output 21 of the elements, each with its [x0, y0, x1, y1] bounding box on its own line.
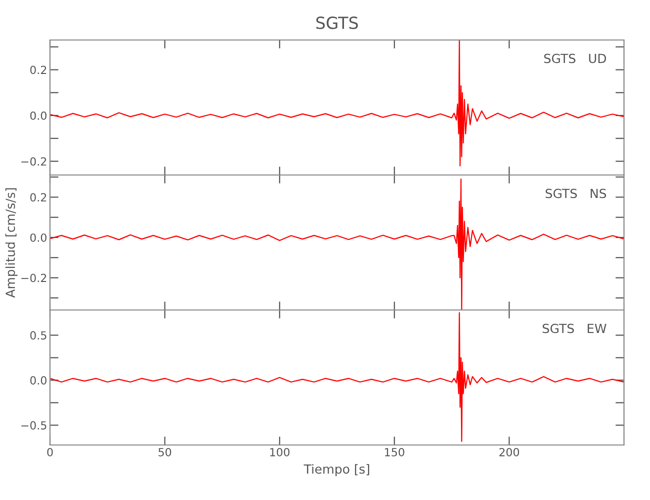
y-tick-label: 0.2	[30, 193, 46, 202]
y-tick-label: 0.5	[30, 331, 46, 340]
annotation: SGTS UD	[544, 54, 606, 64]
y-tick-label: 0.2	[30, 66, 46, 74]
line-series	[50, 312, 624, 442]
y-tick-label: −0.2	[21, 274, 46, 282]
y-tick-label: −0.2	[21, 157, 46, 166]
annotation: SGTS NS	[546, 188, 606, 198]
x-axis-title: Tiempo [s]	[304, 464, 370, 476]
x-tick-label: 50	[158, 448, 172, 456]
x-tick-label: 200	[499, 448, 520, 456]
y-axis-title: Amplitud [cm/s/s]	[5, 188, 18, 298]
y-tick-label: 0.0	[30, 111, 46, 120]
y-tick-label: 0.0	[30, 233, 46, 242]
y-tick-label: −0.5	[21, 421, 46, 430]
y-tick-label: 0.0	[30, 376, 46, 385]
x-tick-label: 0	[47, 448, 53, 456]
annotation: SGTS EW	[542, 324, 606, 334]
chart-title: SGTS	[316, 16, 358, 30]
x-tick-label: 100	[270, 448, 290, 456]
x-tick-label: 150	[385, 448, 404, 456]
